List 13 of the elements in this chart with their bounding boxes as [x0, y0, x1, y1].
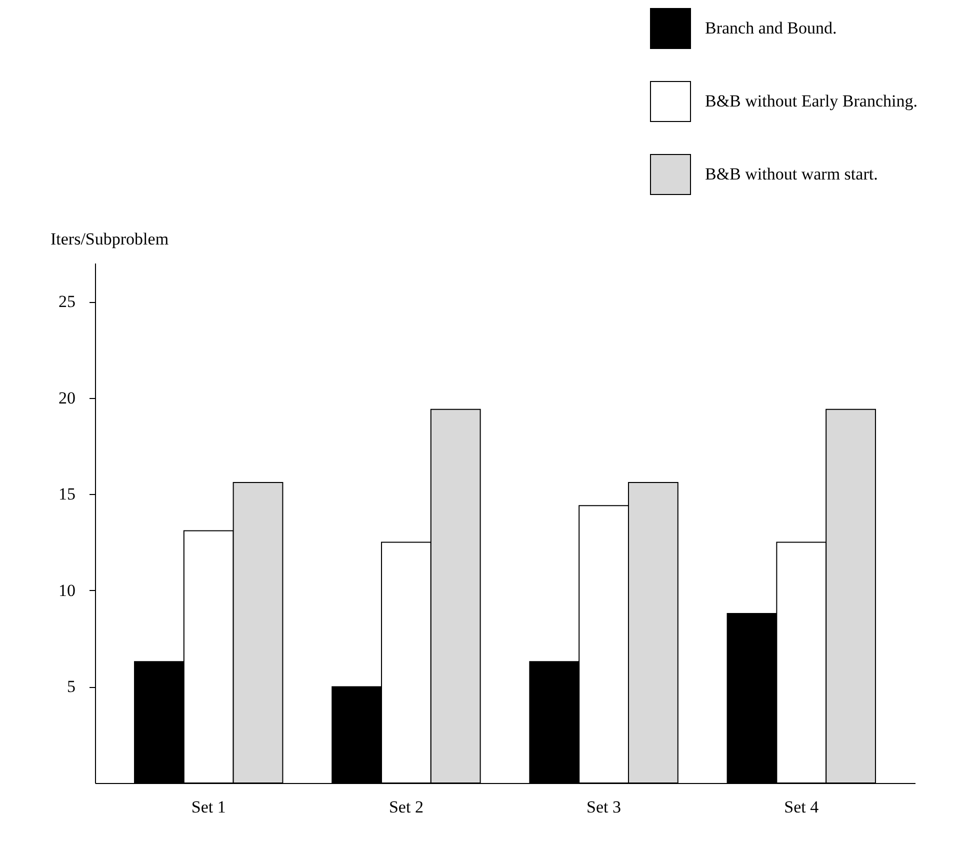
legend-label: B&B without Early Branching. — [705, 92, 918, 110]
y-tick-label: 25 — [58, 292, 76, 312]
x-tick-label: Set 3 — [586, 798, 622, 816]
x-tick-label: Set 4 — [784, 798, 820, 816]
y-tick-label: 5 — [67, 677, 76, 696]
y-tick-label: 10 — [58, 580, 76, 600]
x-tick-label: Set 2 — [388, 798, 424, 816]
legend-label: B&B without warm start. — [705, 164, 878, 184]
y-tick-label: 15 — [58, 484, 76, 504]
y-tick-label: 20 — [58, 388, 76, 408]
legend-label: Branch and Bound. — [705, 18, 837, 38]
x-tick-label: Set 1 — [191, 798, 226, 816]
y-axis-title: Iters/Subproblem — [50, 230, 169, 248]
